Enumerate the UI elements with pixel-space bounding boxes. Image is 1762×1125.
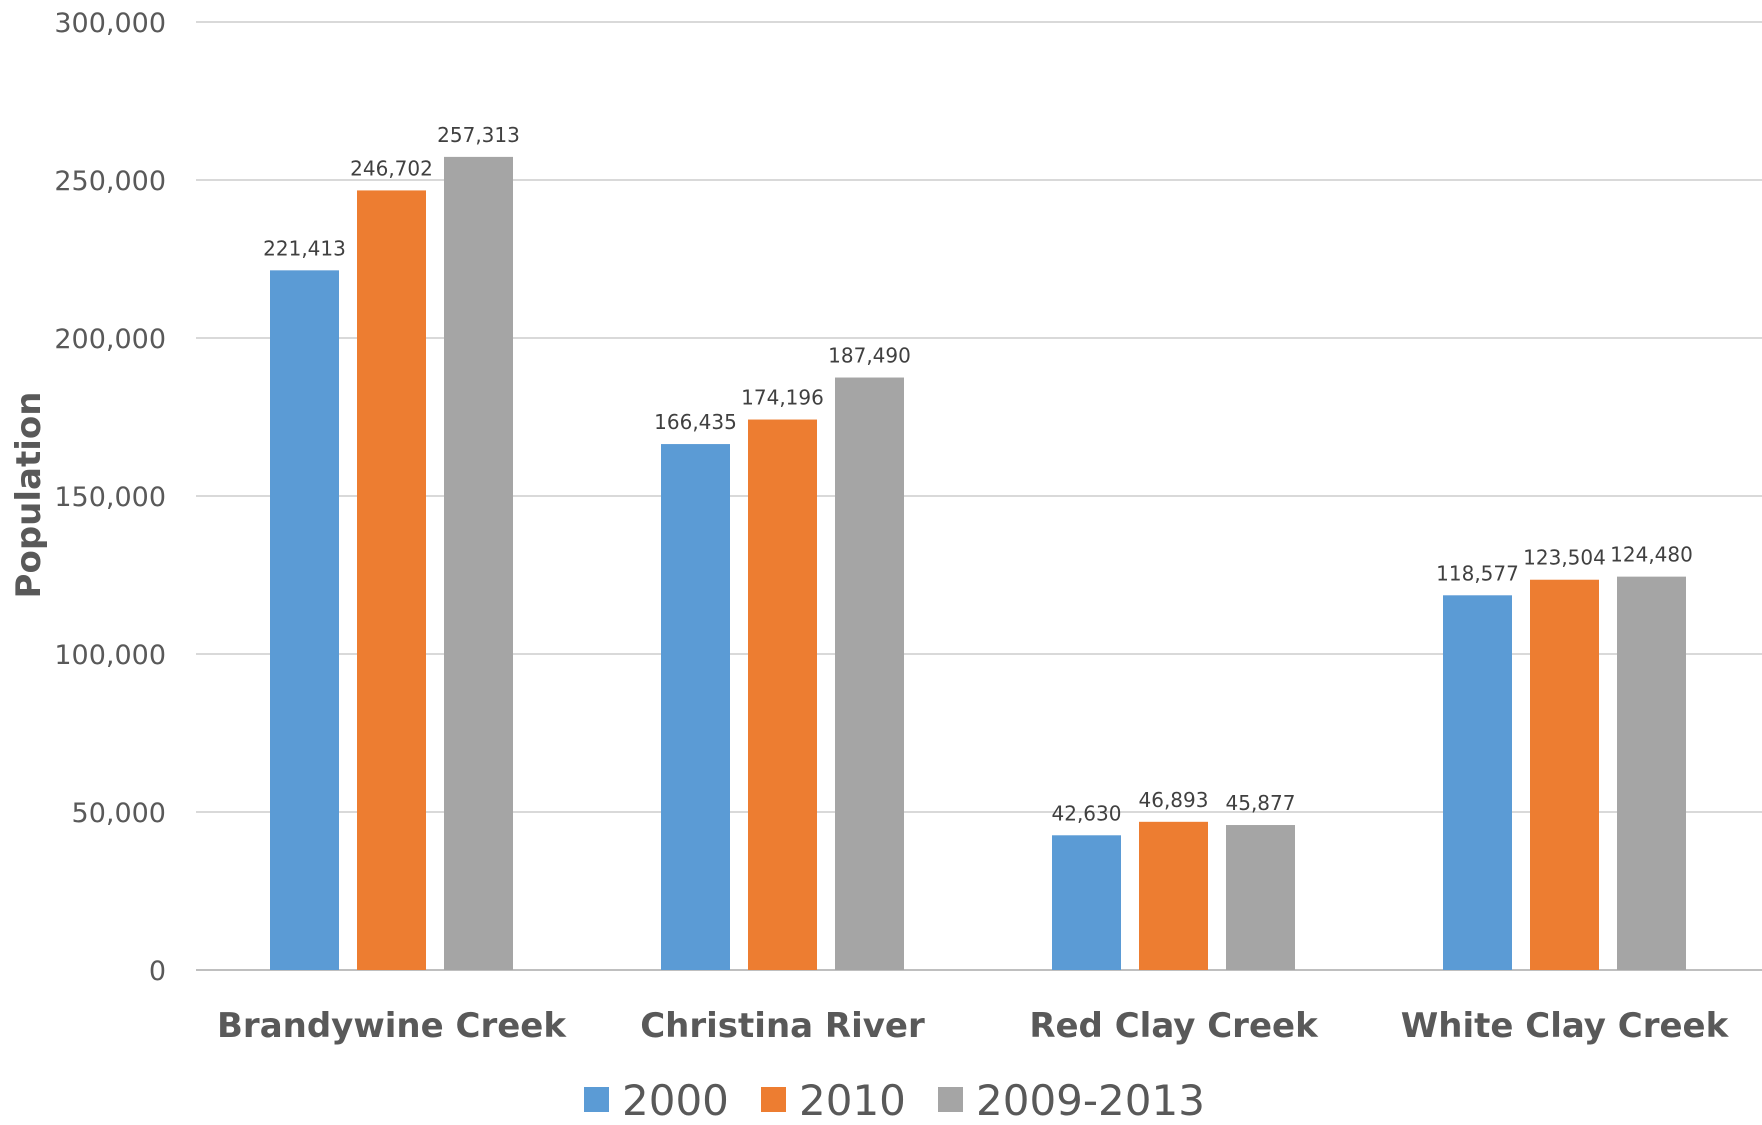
data-label: 257,313	[437, 123, 520, 147]
data-label: 246,702	[350, 156, 433, 180]
data-label: 187,490	[828, 344, 911, 368]
x-axis-categories: Brandywine Creek Christina River Red Clay …	[217, 1006, 1730, 1046]
bar	[1139, 821, 1208, 970]
bar	[444, 156, 513, 970]
y-tick-label: 300,000	[54, 8, 166, 39]
legend: 2000 2010 2009-2013	[584, 1076, 1205, 1125]
y-axis-title: Population	[9, 392, 49, 599]
y-tick-label: 50,000	[72, 798, 166, 829]
legend-swatch	[584, 1087, 609, 1112]
legend-swatch	[938, 1087, 963, 1112]
bar	[1530, 579, 1599, 970]
data-label: 124,480	[1610, 543, 1693, 567]
legend-swatch	[761, 1087, 786, 1112]
y-tick-label: 250,000	[54, 166, 166, 197]
bar	[748, 419, 817, 970]
bar	[661, 444, 730, 970]
x-category-label: Brandywine Creek	[217, 1006, 567, 1046]
x-category-label: White Clay Creek	[1401, 1006, 1730, 1046]
bar	[835, 377, 904, 970]
bar	[1443, 595, 1512, 970]
bar	[270, 270, 339, 970]
x-category-label: Red Clay Creek	[1029, 1006, 1319, 1046]
y-tick-label: 200,000	[54, 324, 166, 355]
bar	[1052, 835, 1121, 970]
data-label: 46,893	[1139, 788, 1209, 812]
legend-label: 2010	[799, 1076, 906, 1125]
data-label: 123,504	[1523, 546, 1606, 570]
data-label: 174,196	[741, 386, 824, 410]
y-tick-label: 100,000	[54, 640, 166, 671]
data-label: 166,435	[654, 410, 737, 434]
x-category-label: Christina River	[640, 1006, 925, 1046]
bars	[270, 156, 1686, 970]
legend-label: 2000	[622, 1076, 729, 1125]
bar	[1226, 825, 1295, 970]
bar	[357, 190, 426, 970]
data-label: 118,577	[1436, 561, 1519, 585]
y-axis-ticks: 0 50,000 100,000 150,000 200,000 250,000 300,0…	[54, 8, 166, 987]
data-label: 45,877	[1226, 791, 1296, 815]
bar	[1617, 576, 1686, 970]
y-tick-label: 150,000	[54, 482, 166, 513]
data-label: 42,630	[1052, 801, 1122, 825]
y-tick-label: 0	[149, 956, 166, 987]
data-label: 221,413	[263, 236, 346, 260]
legend-label: 2009-2013	[976, 1076, 1205, 1125]
